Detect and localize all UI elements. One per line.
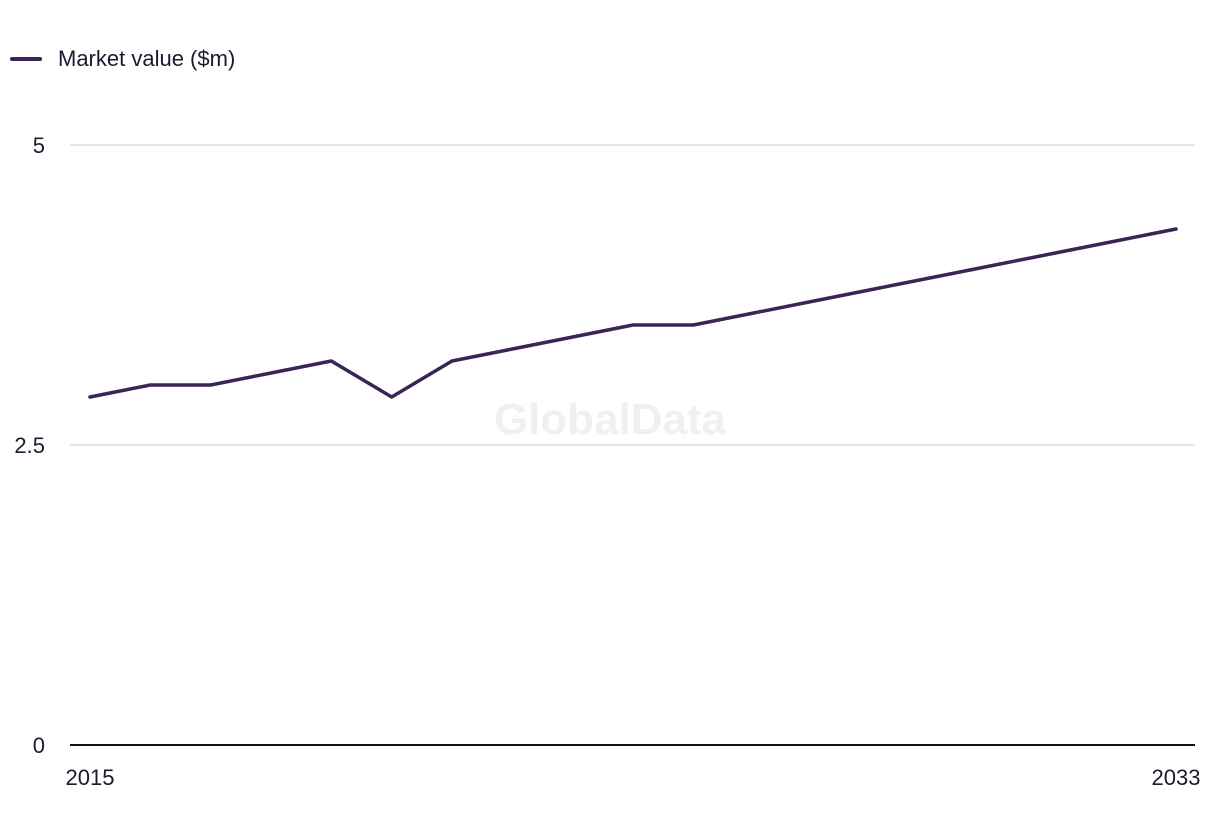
data-point [269,371,273,375]
data-point [1053,251,1057,255]
data-point [148,383,152,387]
legend-line-swatch [10,57,42,61]
y-tick-label: 2.5 [14,433,45,458]
series-line-market-value [88,227,1178,399]
y-tick-label: 0 [33,733,45,758]
data-point [209,383,213,387]
x-tick-label: 2033 [1152,765,1201,790]
data-point [691,323,695,327]
data-point [1174,227,1178,231]
data-point [631,323,635,327]
data-point [450,359,454,363]
data-point [510,347,514,351]
data-point [329,359,333,363]
y-tick-label: 5 [33,133,45,158]
data-point [933,275,937,279]
data-point [872,287,876,291]
data-point [993,263,997,267]
data-point [812,299,816,303]
data-point [752,311,756,315]
legend-label: Market value ($m) [58,46,236,71]
data-point [571,335,575,339]
x-tick-label: 2015 [66,765,115,790]
data-point [1114,239,1118,243]
data-point [390,395,394,399]
chart-legend: Market value ($m) [10,46,235,72]
data-point [88,395,92,399]
watermark: GlobalData [494,395,727,444]
